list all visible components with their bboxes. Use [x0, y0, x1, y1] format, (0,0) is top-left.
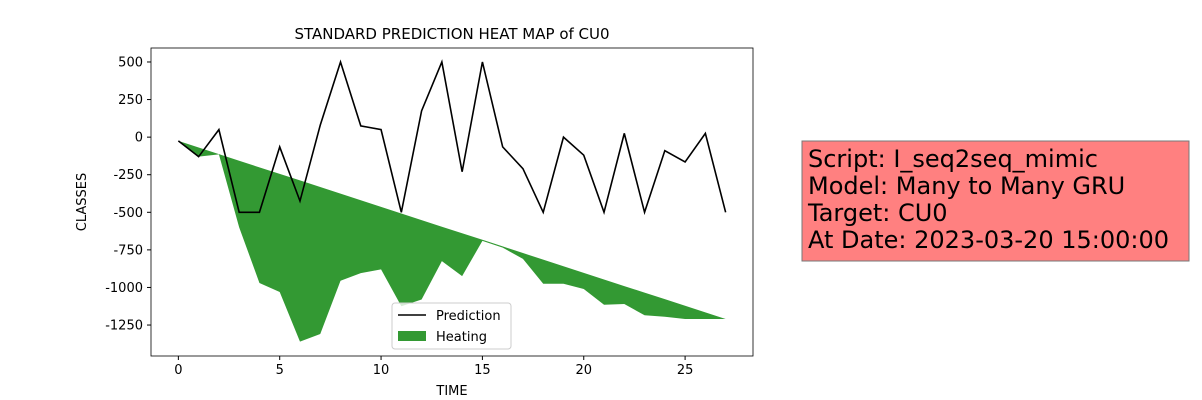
annotation-text: Script: I_seq2seq_mimic [808, 145, 1098, 173]
x-axis-label: TIME [435, 384, 467, 399]
chart-title: STANDARD PREDICTION HEAT MAP of CU0 [294, 25, 609, 43]
plot-frame [150, 47, 754, 357]
x-tick-label: 15 [474, 363, 491, 378]
annotation-box [801, 140, 1190, 262]
y-tick-label: -250 [113, 168, 143, 183]
annotation-text: Target: CU0 [807, 199, 948, 227]
y-tick-label: -1250 [105, 319, 143, 334]
annotation-text: At Date: 2023-03-20 15:00:00 [808, 226, 1169, 254]
legend: Prediction Heating [391, 302, 512, 350]
x-tick-label: 25 [677, 363, 694, 378]
x-tick-label: 5 [276, 363, 284, 378]
legend-label: Prediction [436, 309, 501, 324]
x-tick-label: 0 [174, 363, 182, 378]
heating-area [178, 140, 726, 342]
y-tick-label: -500 [113, 206, 143, 221]
y-tick-label: 500 [118, 55, 143, 70]
x-tick-label: 20 [575, 363, 592, 378]
y-tick-label: 250 [118, 93, 143, 108]
y-tick-label: -1000 [105, 281, 143, 296]
y-tick-label: -750 [113, 243, 143, 258]
y-tick-label: 0 [135, 131, 143, 146]
y-axis-label: CLASSES [75, 173, 90, 231]
annotation-text: Model: Many to Many GRU [808, 172, 1125, 200]
legend-patch [398, 331, 426, 341]
legend-label: Heating [436, 330, 487, 345]
prediction-line [177, 59, 727, 216]
x-tick-label: 10 [373, 363, 390, 378]
